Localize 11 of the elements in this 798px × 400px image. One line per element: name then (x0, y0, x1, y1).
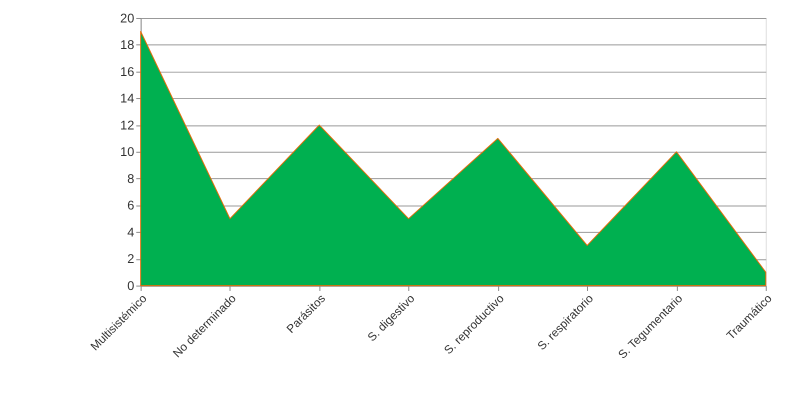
y-tick-label: 16 (120, 64, 134, 79)
y-tick-label: 18 (120, 38, 134, 52)
y-tick-label: 10 (120, 145, 134, 160)
y-tick-label: 6 (127, 198, 134, 213)
y-tick-label: 4 (127, 225, 134, 240)
y-tick-label: 20 (120, 11, 134, 26)
y-tick-label: 8 (127, 172, 134, 186)
y-tick-label: 14 (120, 92, 134, 106)
y-tick-label: 12 (120, 118, 134, 132)
y-tick-label: 2 (127, 252, 134, 266)
y-tick-label: 0 (127, 279, 134, 293)
